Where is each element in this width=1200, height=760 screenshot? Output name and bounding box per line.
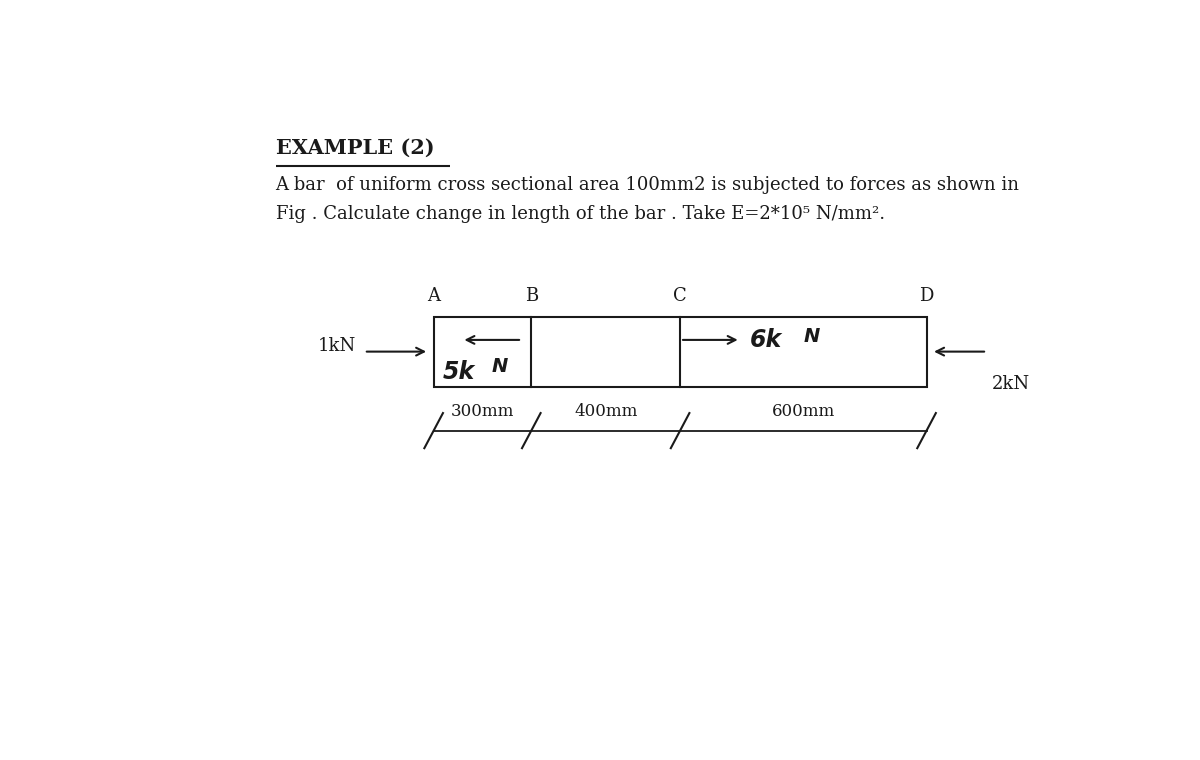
- Text: Fig . Calculate change in length of the bar . Take E=2*10⁵ N/mm².: Fig . Calculate change in length of the …: [276, 205, 884, 223]
- Text: A bar  of uniform cross sectional area 100mm2 is subjected to forces as shown in: A bar of uniform cross sectional area 10…: [276, 176, 1020, 194]
- Text: N: N: [491, 357, 508, 376]
- Bar: [433, 316, 926, 387]
- Text: B: B: [524, 287, 538, 305]
- Text: 600mm: 600mm: [772, 403, 835, 420]
- Text: A: A: [427, 287, 440, 305]
- Text: N: N: [804, 328, 820, 347]
- Text: C: C: [673, 287, 686, 305]
- Text: 6k: 6k: [750, 328, 782, 352]
- Text: EXAMPLE (2): EXAMPLE (2): [276, 138, 434, 158]
- Text: 5k: 5k: [443, 360, 475, 385]
- Text: D: D: [919, 287, 934, 305]
- Text: 2kN: 2kN: [991, 375, 1030, 393]
- Text: 1kN: 1kN: [318, 337, 356, 355]
- Text: 400mm: 400mm: [574, 403, 637, 420]
- Text: 300mm: 300mm: [451, 403, 514, 420]
